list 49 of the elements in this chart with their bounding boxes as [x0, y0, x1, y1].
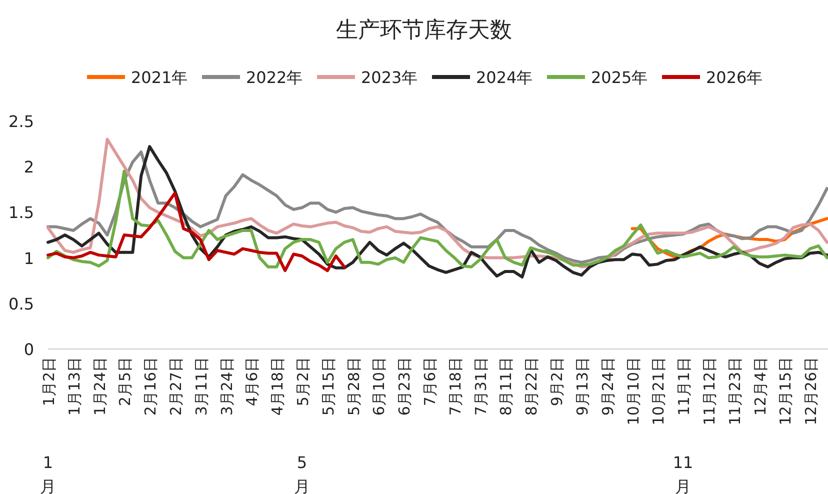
y-tick-label: 0: [24, 340, 34, 359]
legend-label: 2024年: [476, 68, 533, 87]
x-tick-label: 7月18日: [446, 357, 464, 416]
x-tick-label: 2月27日: [167, 357, 186, 416]
x-tick-label: 1月2日: [40, 357, 58, 406]
x-tick-label: 2月16日: [142, 357, 160, 416]
x-tick-label: 12月15日: [776, 357, 795, 426]
text: 1月: [40, 453, 56, 494]
x-tick-label: 11月23日: [726, 357, 744, 426]
x-tick-label: 6月23日: [396, 357, 414, 416]
text: 11月: [672, 453, 694, 494]
legend-label: 2022年: [246, 68, 303, 87]
x-tick-label: 8月11日: [497, 357, 516, 416]
y-tick-label: 2.5: [8, 112, 34, 131]
y-tick-label: 1.5: [8, 203, 34, 222]
x-tick-label: 1月13日: [65, 357, 84, 416]
x-tick-label: 4月6日: [243, 357, 262, 406]
x-tick-label: 11月1日: [675, 357, 694, 416]
x-tick-label: 8月22日: [522, 357, 541, 416]
x-tick-label: 7月6日: [421, 357, 440, 406]
x-tick-label: 6月10日: [370, 357, 388, 416]
line-series: [46, 192, 346, 272]
x-tick-label: 5月15日: [319, 357, 338, 416]
line-series: [46, 170, 828, 268]
x-tick-label: 3月11日: [192, 357, 210, 416]
x-tick-label: 9月2日: [548, 357, 566, 406]
legend-label: 2026年: [706, 68, 763, 87]
y-tick-label: 0.5: [8, 294, 34, 314]
x-tick-label: 5月28日: [344, 357, 363, 416]
y-tick-label: 2: [24, 158, 34, 177]
x-tick-label: 3月24日: [218, 357, 236, 416]
x-tick-label: 12月26日: [802, 357, 820, 426]
x-tick-label: 1月24日: [90, 357, 109, 416]
text: 5月: [294, 453, 310, 494]
x-tick-label: 12月4日: [751, 357, 770, 416]
chart-title: 生产环节库存天数: [336, 18, 512, 43]
x-tick-label: 10月21日: [650, 357, 668, 426]
legend-label: 2023年: [361, 68, 418, 87]
x-tick-label: 11月12日: [700, 357, 718, 426]
x-tick-label: 2月5日: [116, 357, 134, 406]
x-tick-label: 4月18日: [268, 357, 287, 416]
x-tick-label: 9月13日: [573, 357, 592, 416]
x-tick-label: 7月31日: [472, 357, 490, 416]
legend-label: 2025年: [591, 68, 648, 87]
x-tick-label: 10月10日: [624, 357, 642, 426]
y-tick-label: 1: [24, 248, 34, 268]
x-tick-label: 9月24日: [598, 357, 617, 416]
x-tick-label: 5月2日: [294, 357, 312, 406]
legend-label: 2021年: [131, 68, 188, 87]
